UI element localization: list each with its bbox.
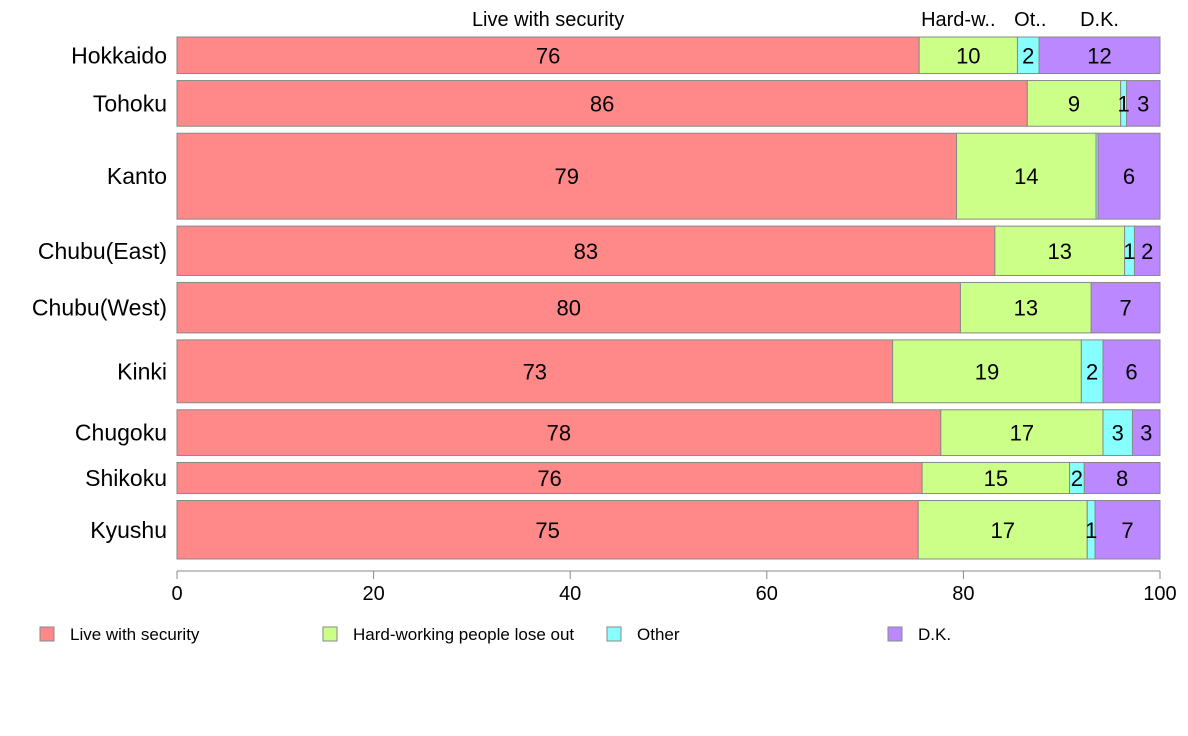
bar-label-chubu-west-hard-working-people-lose-out: 13	[1014, 296, 1038, 321]
bar-label-kinki-other: 2	[1086, 359, 1098, 384]
bar-label-shikoku-hard-working-people-lose-out: 15	[984, 466, 1008, 491]
x-tick-label-20: 20	[362, 583, 384, 605]
legend-label-hard-working-people-lose-out: Hard-working people lose out	[353, 625, 574, 644]
top-label-live-with-security: Live with security	[472, 9, 624, 31]
legend-swatch-live-with-security	[39, 626, 55, 642]
bar-chubu-east-d-k	[1133, 225, 1161, 276]
bar-label-kanto-d-k: 6	[1123, 164, 1135, 189]
legend: Live with security Hard-working people lo…	[39, 625, 951, 644]
bar-kanto-d-k	[1097, 132, 1161, 220]
bar-label-chugoku-hard-working-people-lose-out: 17	[1010, 421, 1034, 446]
bar-kinki-hard-working-people-lose-out	[892, 339, 1082, 404]
legend-swatch-hard-working-people-lose-out	[322, 626, 338, 642]
category-label-hokkaido: Hokkaido	[71, 42, 167, 68]
legend-swatch-d-k	[887, 626, 903, 642]
bar-kanto-live-with-security	[176, 132, 958, 220]
x-tick-label-80: 80	[952, 583, 974, 605]
bar-label-kyushu-live-with-security: 75	[535, 518, 559, 543]
bar-chubu-east-live-with-security	[176, 225, 996, 276]
legend-swatch-other	[606, 626, 622, 642]
bar-label-chugoku-d-k: 3	[1140, 421, 1152, 446]
bar-label-chubu-east-live-with-security: 83	[574, 239, 598, 264]
bar-label-chubu-west-d-k: 7	[1119, 296, 1131, 321]
legend-label-other: Other	[637, 625, 680, 644]
bar-label-shikoku-d-k: 8	[1116, 466, 1128, 491]
bar-label-kyushu-d-k: 7	[1121, 518, 1133, 543]
category-label-kinki: Kinki	[117, 358, 167, 384]
category-label-chubu-west: Chubu(West)	[32, 295, 167, 321]
bar-tohoku-hard-working-people-lose-out	[1026, 80, 1122, 127]
top-labels: Live with security Hard-w.. Ot.. D.K.	[472, 9, 1119, 31]
category-label-tohoku: Tohoku	[93, 90, 167, 116]
bar-label-kanto-live-with-security: 79	[555, 164, 579, 189]
bar-label-tohoku-hard-working-people-lose-out: 9	[1068, 91, 1080, 116]
top-label-d-k: D.K.	[1080, 9, 1119, 31]
legend-label-d-k: D.K.	[918, 625, 951, 644]
x-tick-label-40: 40	[559, 583, 581, 605]
bar-label-tohoku-live-with-security: 86	[590, 91, 614, 116]
bar-label-hokkaido-hard-working-people-lose-out: 10	[956, 43, 980, 68]
bar-label-kinki-live-with-security: 73	[523, 359, 547, 384]
bar-shikoku-live-with-security	[176, 461, 923, 495]
category-labels: Hokkaido Tohoku Kanto Chubu(East) Chubu(West…	[32, 42, 167, 542]
bar-label-kinki-hard-working-people-lose-out: 19	[975, 359, 999, 384]
bar-kinki-live-with-security	[176, 339, 894, 404]
bar-label-chugoku-live-with-security: 78	[547, 421, 571, 446]
category-label-shikoku: Shikoku	[85, 465, 167, 491]
bars	[176, 36, 1161, 560]
bar-label-shikoku-live-with-security: 76	[537, 466, 561, 491]
category-label-chugoku: Chugoku	[75, 420, 167, 446]
bar-kanto-hard-working-people-lose-out	[956, 132, 1097, 220]
bar-kyushu-d-k	[1094, 500, 1161, 560]
bar-label-hokkaido-live-with-security: 76	[536, 43, 560, 68]
bar-kyushu-live-with-security	[176, 500, 919, 560]
category-label-kyushu: Kyushu	[90, 517, 167, 543]
bar-label-kanto-hard-working-people-lose-out: 14	[1014, 164, 1038, 189]
bar-label-chubu-west-live-with-security: 80	[556, 296, 580, 321]
legend-label-live-with-security: Live with security	[70, 625, 200, 644]
bar-label-kinki-d-k: 6	[1125, 359, 1137, 384]
bar-tohoku-live-with-security	[176, 80, 1028, 127]
top-label-hard-w: Hard-w..	[921, 9, 995, 31]
bar-chubu-west-hard-working-people-lose-out	[959, 281, 1092, 334]
bar-label-hokkaido-other: 2	[1022, 43, 1034, 68]
bar-label-chubu-east-hard-working-people-lose-out: 13	[1047, 239, 1071, 264]
bar-label-shikoku-other: 2	[1071, 466, 1083, 491]
bar-hokkaido-hard-working-people-lose-out	[918, 36, 1018, 75]
bar-kinki-d-k	[1102, 339, 1161, 404]
bar-kyushu-hard-working-people-lose-out	[917, 500, 1088, 560]
bar-label-hokkaido-d-k: 12	[1087, 43, 1111, 68]
bar-hokkaido-live-with-security	[176, 36, 920, 75]
bar-label-chubu-east-other: 1	[1123, 239, 1135, 264]
bar-label-chugoku-other: 3	[1112, 421, 1124, 446]
bar-label-kyushu-other: 1	[1085, 518, 1097, 543]
x-tick-label-60: 60	[756, 583, 778, 605]
bar-chubu-west-live-with-security	[176, 281, 961, 334]
bar-chugoku-hard-working-people-lose-out	[940, 409, 1104, 456]
bar-chubu-west-d-k	[1090, 281, 1161, 334]
bar-shikoku-d-k	[1083, 461, 1161, 495]
bar-chugoku-other	[1102, 409, 1133, 456]
bar-chugoku-d-k	[1131, 409, 1161, 456]
bar-chugoku-live-with-security	[176, 409, 942, 456]
bar-label-chubu-east-d-k: 2	[1141, 239, 1153, 264]
top-label-ot: Ot..	[1014, 9, 1046, 31]
bar-label-tohoku-d-k: 3	[1137, 91, 1149, 116]
x-tick-label-100: 100	[1143, 583, 1176, 605]
x-axis: 0 20 40 60 80 100	[171, 570, 1177, 605]
bar-label-tohoku-other: 1	[1118, 91, 1130, 116]
bar-chubu-east-hard-working-people-lose-out	[994, 225, 1126, 276]
bar-label-kyushu-hard-working-people-lose-out: 17	[990, 518, 1014, 543]
category-label-kanto: Kanto	[107, 163, 167, 189]
bar-tohoku-d-k	[1126, 80, 1161, 127]
bar-hokkaido-d-k	[1038, 36, 1161, 75]
x-tick-label-0: 0	[171, 583, 182, 605]
category-label-chubu-east: Chubu(East)	[38, 238, 167, 264]
bar-shikoku-hard-working-people-lose-out	[921, 461, 1071, 495]
